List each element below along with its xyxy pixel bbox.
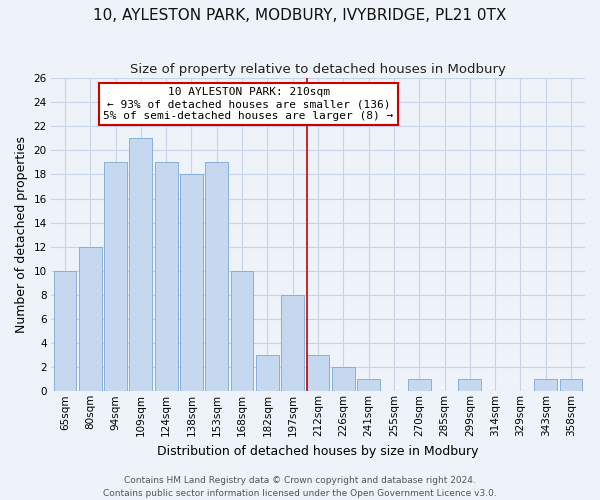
Text: 10, AYLESTON PARK, MODBURY, IVYBRIDGE, PL21 0TX: 10, AYLESTON PARK, MODBURY, IVYBRIDGE, P… <box>94 8 506 22</box>
Text: Contains HM Land Registry data © Crown copyright and database right 2024.
Contai: Contains HM Land Registry data © Crown c… <box>103 476 497 498</box>
Text: 10 AYLESTON PARK: 210sqm
← 93% of detached houses are smaller (136)
5% of semi-d: 10 AYLESTON PARK: 210sqm ← 93% of detach… <box>103 88 394 120</box>
Bar <box>256 355 279 392</box>
Bar <box>357 379 380 392</box>
Bar <box>560 379 583 392</box>
Bar <box>104 162 127 392</box>
Bar <box>408 379 431 392</box>
Bar <box>205 162 228 392</box>
Bar <box>458 379 481 392</box>
Bar <box>180 174 203 392</box>
Bar <box>79 246 101 392</box>
Bar <box>230 271 253 392</box>
Y-axis label: Number of detached properties: Number of detached properties <box>15 136 28 333</box>
Bar <box>535 379 557 392</box>
Title: Size of property relative to detached houses in Modbury: Size of property relative to detached ho… <box>130 62 506 76</box>
Bar <box>155 162 178 392</box>
Bar <box>281 295 304 392</box>
Bar <box>332 367 355 392</box>
Bar <box>130 138 152 392</box>
X-axis label: Distribution of detached houses by size in Modbury: Distribution of detached houses by size … <box>157 444 479 458</box>
Bar <box>307 355 329 392</box>
Bar <box>53 271 76 392</box>
